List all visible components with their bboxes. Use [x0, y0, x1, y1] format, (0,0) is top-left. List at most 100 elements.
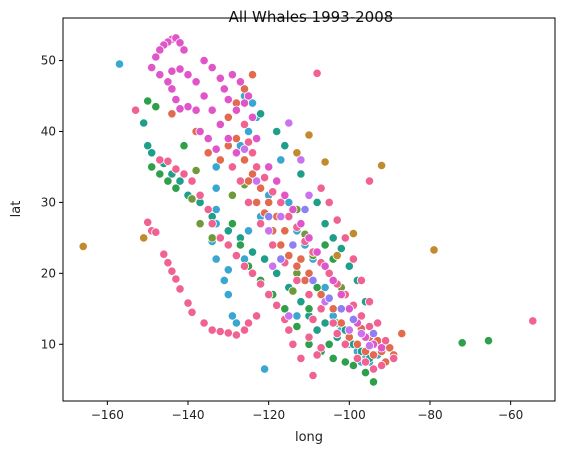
scatter-point	[276, 197, 286, 207]
chart-title: All Whales 1993-2008	[229, 8, 394, 26]
scatter-point	[296, 297, 306, 307]
scatter-point	[364, 176, 375, 186]
scatter-point	[155, 70, 165, 80]
scatter-point	[264, 212, 274, 222]
scatter-point	[211, 183, 221, 193]
scatter-point	[312, 350, 322, 360]
scatter-point	[247, 247, 258, 257]
scatter-point	[308, 370, 318, 381]
scatter-point	[255, 279, 266, 289]
scatter-point	[312, 68, 322, 78]
scatter-point	[296, 254, 306, 264]
scatter-point	[296, 169, 306, 179]
y-tick-label: 30	[41, 195, 56, 209]
scatter-point	[211, 144, 221, 154]
scatter-point	[296, 353, 306, 363]
scatter-point	[187, 176, 197, 186]
scatter-point	[483, 336, 494, 346]
scatter-point	[312, 247, 322, 257]
points-layer	[78, 33, 538, 387]
scatter-point	[268, 240, 278, 250]
scatter-point	[264, 289, 274, 300]
scatter-point	[215, 326, 225, 337]
scatter-point	[243, 197, 254, 207]
x-tick-label: −160	[91, 408, 124, 422]
scatter-point	[312, 197, 322, 207]
y-tick-label: 10	[41, 337, 56, 351]
scatter-point	[328, 275, 338, 285]
scatter-point	[239, 144, 250, 154]
scatter-point	[163, 176, 173, 186]
scatter-point	[175, 64, 185, 74]
scatter-point	[360, 357, 371, 367]
x-tick-label: −140	[172, 408, 205, 422]
scatter-point	[284, 325, 294, 335]
scatter-point	[284, 251, 294, 261]
scatter-point	[223, 226, 233, 236]
scatter-point	[259, 254, 270, 264]
scatter-point	[332, 251, 342, 261]
scatter-point	[207, 105, 217, 115]
scatter-point	[147, 162, 157, 172]
scatter-point	[344, 304, 354, 314]
scatter-point	[364, 321, 375, 332]
x-axis: −160 −140 −120 −100 −80 −60	[91, 401, 523, 422]
scatter-point	[223, 95, 233, 105]
scatter-point	[247, 169, 258, 179]
scatter-point	[276, 254, 286, 264]
scatter-point	[243, 176, 254, 186]
scatter-point	[324, 339, 334, 349]
scatter-point	[223, 134, 233, 144]
scatter-point	[372, 318, 383, 328]
scatter-point	[195, 219, 205, 229]
scatter-point	[259, 364, 270, 374]
scatter-point	[171, 95, 181, 105]
scatter-point	[199, 91, 209, 101]
x-axis-label: long	[295, 430, 323, 445]
scatter-point	[215, 233, 225, 243]
scatter-point	[227, 162, 237, 172]
scatter-point	[167, 66, 177, 76]
scatter-point	[211, 254, 221, 264]
scatter-point	[332, 328, 342, 339]
scatter-point	[328, 304, 338, 314]
scatter-point	[179, 141, 189, 151]
y-tick-label: 40	[41, 124, 56, 138]
x-tick-label: −100	[333, 408, 366, 422]
scatter-point	[252, 197, 262, 207]
scatter-point	[235, 77, 245, 87]
x-tick-label: −80	[417, 408, 442, 422]
scatter-point	[308, 275, 318, 285]
scatter-point	[255, 183, 266, 193]
scatter-point	[171, 164, 181, 174]
scatter-point	[231, 134, 241, 144]
scatter-point	[191, 165, 201, 176]
scatter-point	[231, 105, 241, 115]
scatter-point	[139, 118, 149, 128]
scatter-point	[219, 275, 229, 285]
scatter-point	[348, 254, 358, 264]
scatter-point	[348, 360, 358, 371]
scatter-point	[175, 104, 185, 114]
scatter-point	[336, 304, 346, 314]
scatter-point	[207, 325, 217, 335]
scatter-point	[292, 148, 302, 158]
scatter-point	[304, 268, 314, 278]
scatter-point	[316, 343, 326, 353]
scatter-point	[147, 148, 157, 158]
scatter-point	[252, 134, 262, 144]
scatter-point	[276, 212, 286, 222]
scatter-point	[155, 169, 165, 179]
scatter-point	[235, 240, 245, 250]
scatter-point	[264, 162, 274, 172]
scatter-point	[255, 109, 266, 119]
scatter-point	[344, 261, 354, 271]
scatter-point	[264, 197, 274, 207]
y-tick-label: 20	[41, 266, 56, 280]
scatter-point	[328, 353, 338, 363]
scatter-point	[320, 219, 330, 229]
scatter-point	[203, 134, 213, 144]
scatter-point	[344, 325, 354, 335]
scatter-point	[235, 176, 245, 186]
scatter-point	[163, 77, 173, 87]
